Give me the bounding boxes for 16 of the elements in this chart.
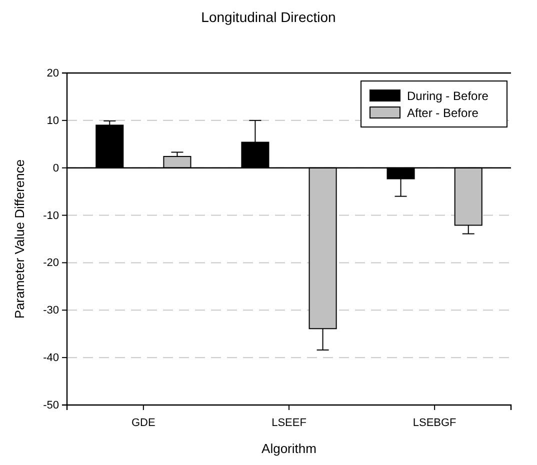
- y-tick-label: -40: [43, 352, 59, 364]
- y-axis-title: Parameter Value Difference: [12, 159, 27, 319]
- x-tick-label: LSEBGF: [412, 417, 457, 430]
- y-tick-label: 0: [52, 162, 59, 174]
- x-tick-label: LSEEF: [272, 417, 307, 430]
- legend-label: After - Before: [407, 106, 479, 120]
- y-tick-label: -20: [43, 257, 59, 270]
- y-tick-label: -30: [43, 304, 59, 317]
- y-tick-label: -50: [43, 400, 59, 412]
- x-axis-title: Algorithm: [262, 441, 316, 456]
- legend-label: During - Before: [407, 89, 489, 103]
- y-tick-label: -10: [43, 210, 59, 222]
- chart-title: Longitudinal Direction: [201, 9, 336, 25]
- y-tick-label: 20: [46, 68, 59, 80]
- y-tick-label: 10: [46, 114, 59, 127]
- x-tick-label: GDE: [132, 417, 156, 430]
